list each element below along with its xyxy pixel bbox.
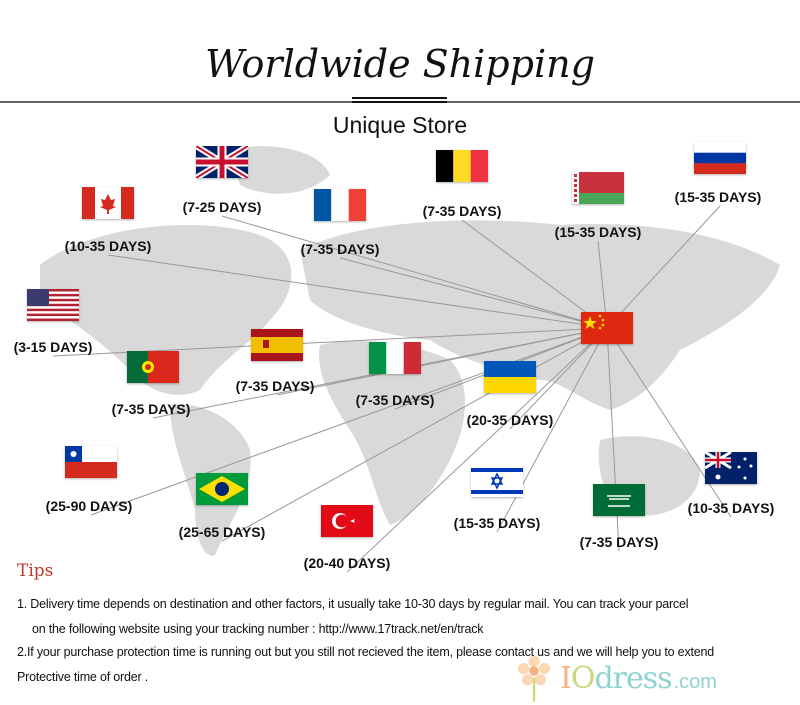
delivery-days-label: (10-35 DAYS) — [687, 500, 775, 516]
flag-saudi-arabia-icon — [593, 484, 645, 516]
flag-israel-icon — [471, 465, 523, 497]
route-line — [339, 257, 608, 329]
delivery-days-label: (7-35 DAYS) — [355, 392, 435, 408]
route-line — [346, 327, 608, 573]
route-line — [606, 327, 732, 518]
flag-australia-icon — [705, 452, 757, 484]
delivery-days-label: (25-65 DAYS) — [178, 524, 266, 540]
delivery-days-label: (15-35 DAYS) — [453, 515, 541, 531]
flag-france-icon — [314, 189, 366, 221]
flag-spain-icon — [251, 329, 303, 361]
store-name: Unique Store — [332, 112, 468, 138]
tip-2-cont: Protective time of order . — [17, 670, 148, 684]
route-line — [276, 327, 608, 396]
delivery-days-label: (7-35 DAYS) — [111, 401, 191, 417]
flower-logo-icon — [518, 655, 550, 702]
route-line — [606, 205, 721, 329]
delivery-days-label: (20-35 DAYS) — [466, 412, 554, 428]
flag-portugal-icon — [127, 351, 179, 383]
delivery-days-label: (3-15 DAYS) — [13, 339, 93, 355]
flag-belarus-icon — [572, 172, 624, 204]
brand-logo-wrap: IOdress .com — [560, 664, 717, 694]
flag-russia-icon — [694, 142, 746, 174]
delivery-days-label: (7-35 DAYS) — [235, 378, 315, 394]
tip-2: 2.If your purchase protection time is ru… — [17, 645, 715, 659]
route-line — [496, 327, 608, 533]
divider-accent — [352, 97, 447, 103]
delivery-days-label: (7-25 DAYS) — [182, 199, 262, 215]
flag-chile-icon — [65, 446, 117, 478]
delivery-days-label: (20-40 DAYS) — [303, 555, 391, 571]
delivery-days-label: (7-35 DAYS) — [422, 203, 502, 219]
delivery-days-label: (25-90 DAYS) — [45, 498, 133, 514]
route-line — [461, 219, 608, 329]
tips-heading: Tips — [17, 561, 54, 581]
tip-1: 1. Delivery time depends on destination … — [17, 597, 689, 611]
route-line — [221, 327, 608, 542]
flag-usa-icon — [27, 289, 79, 321]
page-title: Worldwide Shipping — [205, 42, 595, 86]
delivery-days-label: (15-35 DAYS) — [674, 189, 762, 205]
flag-belgium-icon — [436, 150, 488, 182]
delivery-days-label: (15-35 DAYS) — [554, 224, 642, 240]
flag-china-icon — [581, 312, 633, 344]
flag-uk-icon — [196, 146, 248, 178]
brand-logo: IOdress — [560, 661, 673, 696]
delivery-days-label: (7-35 DAYS) — [579, 534, 659, 550]
tip-1-cont: on the following website using your trac… — [32, 622, 484, 636]
route-line — [509, 327, 608, 430]
route-line — [90, 327, 608, 516]
flag-ukraine-icon — [484, 361, 536, 393]
route-line — [221, 215, 608, 329]
flag-canada-icon — [82, 187, 134, 219]
flag-turkey-icon — [321, 505, 373, 537]
route-line — [107, 254, 608, 329]
brand-logo-suffix: .com — [673, 671, 717, 693]
flag-brazil-icon — [196, 473, 248, 505]
flag-italy-icon — [369, 342, 421, 374]
delivery-days-label: (7-35 DAYS) — [300, 241, 380, 257]
delivery-days-label: (10-35 DAYS) — [64, 238, 152, 254]
